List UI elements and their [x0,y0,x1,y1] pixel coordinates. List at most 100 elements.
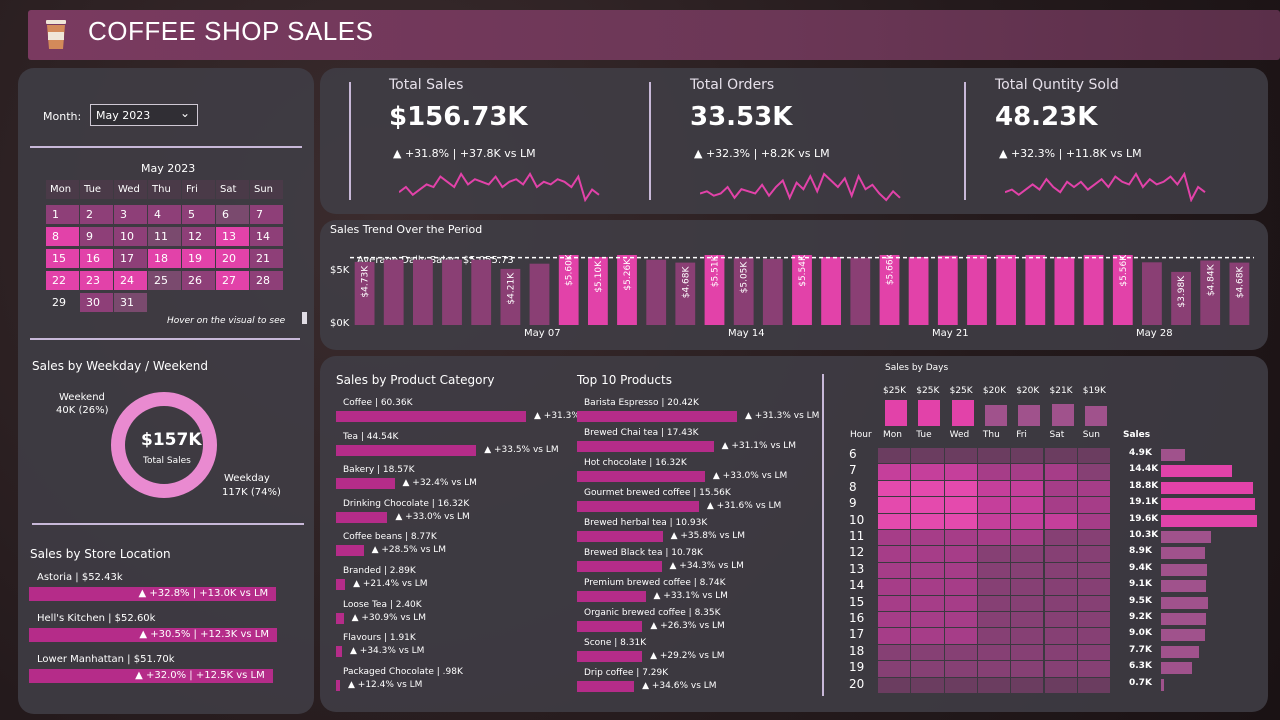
calendar-day-cell[interactable]: 29 [52,296,66,309]
calendar-day-cell[interactable]: 28 [250,271,283,290]
category-bar[interactable] [336,646,342,658]
heatmap-cell[interactable] [1077,448,1111,464]
scrollbar[interactable] [302,312,307,324]
hour-total-bar[interactable] [1161,596,1208,609]
heatmap-cell[interactable] [1011,480,1044,497]
heatmap-cell[interactable] [1044,480,1077,497]
heatmap-cell[interactable] [911,579,944,595]
hour-total-bar[interactable] [1161,645,1199,658]
heatmap-cell[interactable] [1011,595,1044,611]
heatmap-cell[interactable] [977,677,1011,693]
heatmap-cell[interactable] [878,595,911,611]
hour-total-bar[interactable] [1161,547,1205,560]
calendar-day-cell[interactable]: 21 [250,249,283,268]
weekday-donut-chart[interactable] [108,392,220,498]
heatmap-cell[interactable] [977,595,1011,611]
products-bar[interactable] [577,681,635,692]
category-bar[interactable] [336,545,364,557]
heatmap-cell[interactable] [911,497,944,513]
heatmap-cell[interactable] [977,464,1011,480]
category-bar[interactable] [336,511,388,523]
heatmap-cell[interactable] [1044,628,1077,644]
heatmap-cell[interactable] [1011,497,1044,513]
hour-total-bar[interactable] [1161,662,1192,675]
calendar-day-cell[interactable]: 31 [114,293,147,312]
heatmap-cell[interactable] [911,530,944,546]
heatmap-cell[interactable] [977,480,1011,497]
heatmap-cell[interactable] [878,644,911,661]
heatmap-cell[interactable] [1011,677,1044,693]
calendar-day-cell[interactable]: 24 [114,271,147,290]
products-bar[interactable] [577,411,737,422]
hour-total-bar[interactable] [1161,531,1212,543]
day-total-bar[interactable] [918,400,941,426]
heatmap-cell[interactable] [878,448,911,464]
heatmap-cell[interactable] [911,612,944,628]
calendar-day-cell[interactable]: 19 [182,249,215,268]
products-bar[interactable] [577,591,646,602]
heatmap-cell[interactable] [1077,530,1111,546]
heatmap-cell[interactable] [1077,595,1111,611]
calendar-day-cell[interactable]: 3 [114,205,147,224]
heatmap-cell[interactable] [977,644,1011,661]
hour-total-bar[interactable] [1161,580,1206,593]
calendar-day-cell[interactable]: 7 [250,205,283,224]
heatmap-cell[interactable] [1044,546,1077,562]
heatmap-cell[interactable] [944,677,977,693]
calendar-day-cell[interactable]: 18 [148,249,181,268]
heatmap-cell[interactable] [1077,513,1111,529]
products-bar[interactable] [577,471,705,482]
day-total-bar[interactable] [885,400,907,426]
heatmap-cell[interactable] [1011,546,1044,562]
hour-total-bar[interactable] [1161,563,1207,576]
heatmap-cell[interactable] [977,530,1011,546]
heatmap-cell[interactable] [1011,530,1044,546]
heatmap-cell[interactable] [1077,579,1111,595]
hour-total-bar[interactable] [1161,613,1207,625]
heatmap-cell[interactable] [878,677,911,693]
calendar-day-cell[interactable]: 6 [216,205,249,224]
month-filter-dropdown[interactable]: May 2023 ⌄ [90,104,198,126]
heatmap-cell[interactable] [911,464,944,480]
calendar-day-cell[interactable]: 26 [182,271,215,290]
products-bar[interactable] [577,501,699,512]
products-bar[interactable] [577,531,663,542]
heatmap-cell[interactable] [944,513,977,529]
hour-total-bar[interactable] [1161,465,1232,478]
heatmap-cell[interactable] [944,546,977,562]
heatmap-cell[interactable] [1011,628,1044,644]
heatmap-cell[interactable] [911,546,944,562]
heatmap-cell[interactable] [977,612,1011,628]
category-bar[interactable] [336,478,395,490]
category-bar[interactable] [336,579,346,590]
day-total-bar[interactable] [1018,405,1041,426]
heatmap-cell[interactable] [1077,661,1111,677]
heatmap-cell[interactable] [911,644,944,661]
heatmap-cell[interactable] [878,530,911,546]
store-bar[interactable]: ▲ +32.8% | +13.0K vs LM [29,587,277,601]
store-bar[interactable]: ▲ +32.0% | +12.5K vs LM [29,669,273,683]
category-bar[interactable] [336,679,340,691]
heatmap-cell[interactable] [878,579,911,595]
heatmap-cell[interactable] [911,448,944,464]
heatmap-cell[interactable] [977,546,1011,562]
day-total-bar[interactable] [984,405,1007,426]
heatmap-cell[interactable] [1011,513,1044,529]
heatmap-cell[interactable] [944,448,977,464]
heatmap-cell[interactable] [878,497,911,513]
calendar-day-cell[interactable]: 17 [114,249,147,268]
heatmap-cell[interactable] [944,644,977,661]
heatmap-cell[interactable] [1077,677,1111,693]
store-bar[interactable]: ▲ +30.5% | +12.3K vs LM [29,628,277,642]
calendar-day-cell[interactable]: 23 [80,271,113,290]
heatmap-cell[interactable] [911,480,944,497]
calendar-grid[interactable]: Mon Tue Wed Thu Fri Sat Sun 1 2 3 4 5 6 7 8 9 10 11 12 13 14… [46,180,284,316]
heatmap-cell[interactable] [1011,612,1044,628]
hour-total-bar[interactable] [1161,498,1255,511]
heatmap-cell[interactable] [1077,628,1111,644]
category-bar[interactable] [336,411,526,422]
hour-total-bar[interactable] [1161,678,1165,691]
calendar-day-cell[interactable]: 20 [216,249,249,268]
category-bar[interactable] [336,612,344,624]
heatmap-cell[interactable] [1044,661,1077,677]
